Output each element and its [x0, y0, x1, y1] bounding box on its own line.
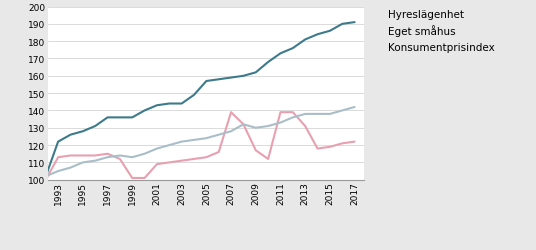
Konsumentprisindex: [129, 156, 136, 159]
Hyreslägenhet: [326, 30, 333, 33]
Line: Eget småhus: Eget småhus: [33, 113, 355, 180]
Konsumentprisindex: [339, 110, 346, 112]
Konsumentprisindex: [154, 148, 160, 150]
Hyreslägenhet: [339, 23, 346, 26]
Konsumentprisindex: [302, 113, 308, 116]
Konsumentprisindex: [215, 134, 222, 137]
Konsumentprisindex: [252, 127, 259, 130]
Hyreslägenhet: [352, 22, 358, 25]
Konsumentprisindex: [117, 154, 123, 157]
Hyreslägenhet: [30, 177, 36, 180]
Konsumentprisindex: [178, 140, 185, 143]
Eget småhus: [178, 160, 185, 162]
Konsumentprisindex: [240, 123, 247, 126]
Hyreslägenhet: [166, 102, 173, 106]
Konsumentprisindex: [67, 166, 73, 170]
Eget småhus: [117, 158, 123, 161]
Konsumentprisindex: [277, 122, 284, 124]
Hyreslägenhet: [80, 130, 86, 133]
Eget småhus: [55, 156, 61, 159]
Line: Hyreslägenhet: Hyreslägenhet: [33, 23, 355, 178]
Hyreslägenhet: [203, 80, 210, 83]
Konsumentprisindex: [30, 178, 36, 182]
Hyreslägenhet: [142, 110, 148, 112]
Konsumentprisindex: [352, 106, 358, 109]
Eget småhus: [191, 158, 197, 161]
Eget småhus: [302, 125, 308, 128]
Eget småhus: [166, 161, 173, 164]
Eget småhus: [215, 151, 222, 154]
Hyreslägenhet: [215, 78, 222, 82]
Eget småhus: [228, 111, 234, 114]
Hyreslägenhet: [117, 116, 123, 119]
Eget småhus: [67, 154, 73, 157]
Eget småhus: [142, 177, 148, 180]
Konsumentprisindex: [42, 175, 49, 178]
Hyreslägenhet: [154, 104, 160, 107]
Konsumentprisindex: [289, 116, 296, 119]
Hyreslägenhet: [289, 48, 296, 50]
Eget småhus: [277, 111, 284, 114]
Eget småhus: [129, 177, 136, 180]
Eget småhus: [252, 149, 259, 152]
Hyreslägenhet: [129, 116, 136, 119]
Eget småhus: [80, 154, 86, 157]
Eget småhus: [105, 152, 111, 156]
Hyreslägenhet: [302, 39, 308, 42]
Eget småhus: [352, 140, 358, 143]
Hyreslägenhet: [105, 116, 111, 119]
Hyreslägenhet: [178, 102, 185, 106]
Konsumentprisindex: [326, 113, 333, 116]
Eget småhus: [240, 123, 247, 126]
Konsumentprisindex: [191, 139, 197, 142]
Hyreslägenhet: [240, 75, 247, 78]
Hyreslägenhet: [314, 34, 321, 36]
Konsumentprisindex: [55, 170, 61, 173]
Hyreslägenhet: [55, 140, 61, 143]
Konsumentprisindex: [265, 125, 271, 128]
Eget småhus: [314, 148, 321, 150]
Eget småhus: [154, 163, 160, 166]
Hyreslägenhet: [252, 72, 259, 74]
Line: Konsumentprisindex: Konsumentprisindex: [33, 108, 355, 180]
Konsumentprisindex: [314, 113, 321, 116]
Konsumentprisindex: [166, 144, 173, 147]
Hyreslägenhet: [265, 61, 271, 64]
Hyreslägenhet: [92, 125, 99, 128]
Konsumentprisindex: [228, 130, 234, 133]
Konsumentprisindex: [105, 156, 111, 159]
Konsumentprisindex: [142, 152, 148, 156]
Eget småhus: [265, 158, 271, 161]
Konsumentprisindex: [92, 160, 99, 162]
Eget småhus: [339, 142, 346, 145]
Eget småhus: [92, 154, 99, 157]
Hyreslägenhet: [277, 52, 284, 56]
Eget småhus: [326, 146, 333, 149]
Eget småhus: [42, 178, 49, 182]
Konsumentprisindex: [203, 137, 210, 140]
Eget småhus: [30, 178, 36, 182]
Eget småhus: [289, 111, 296, 114]
Eget småhus: [203, 156, 210, 159]
Hyreslägenhet: [191, 94, 197, 97]
Hyreslägenhet: [228, 77, 234, 80]
Hyreslägenhet: [42, 175, 49, 178]
Legend: Hyreslägenhet, Eget småhus, Konsumentprisindex: Hyreslägenhet, Eget småhus, Konsumentpri…: [373, 9, 495, 53]
Hyreslägenhet: [67, 134, 73, 137]
Konsumentprisindex: [80, 161, 86, 164]
